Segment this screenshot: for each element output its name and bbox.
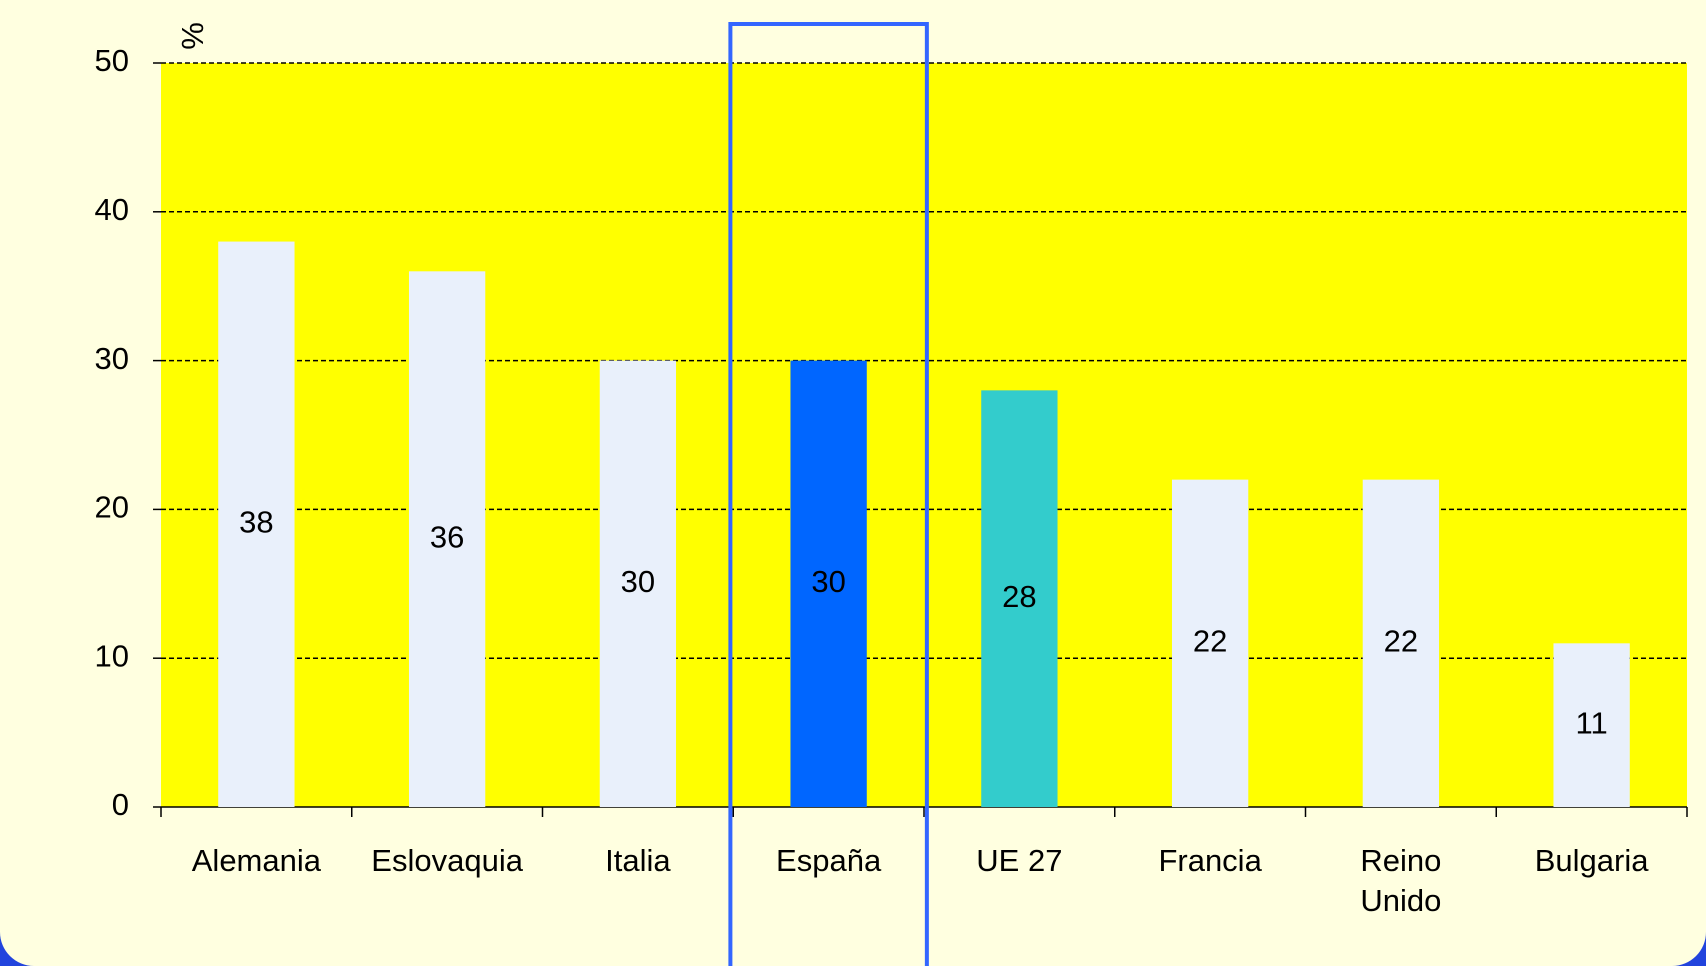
y-tick-label: 40: [95, 192, 129, 227]
value-label: 28: [1002, 579, 1036, 614]
x-tick-label: Italia: [605, 843, 671, 878]
value-label: 22: [1193, 624, 1227, 659]
value-label: 38: [239, 504, 273, 539]
x-tick-label: Bulgaria: [1535, 843, 1649, 878]
x-tick-label: Reino Unido: [1360, 843, 1441, 918]
value-label: 30: [621, 564, 655, 599]
plot-area: [161, 63, 1687, 807]
bar: [790, 360, 867, 807]
y-tick-label: 0: [112, 787, 129, 822]
bar: [218, 241, 295, 807]
bar: [1553, 643, 1630, 807]
x-tick-label: Francia: [1158, 843, 1262, 878]
value-label: 36: [430, 519, 464, 554]
highlight-box: [728, 22, 929, 966]
value-label: 30: [811, 564, 845, 599]
y-tick-label: 10: [95, 638, 129, 673]
bar: [1362, 479, 1440, 807]
y-tick-label: 20: [95, 490, 129, 525]
bar: [981, 390, 1058, 807]
x-tick-label: España: [776, 843, 882, 878]
y-tick-label: 50: [95, 43, 129, 78]
y-axis-label: %: [175, 22, 210, 50]
y-tick-label: 30: [95, 341, 129, 376]
bar: [408, 271, 486, 807]
x-tick-label: UE 27: [976, 843, 1062, 878]
x-tick-label: Alemania: [192, 843, 322, 878]
value-label: 11: [1576, 705, 1608, 740]
x-tick-label: Eslovaquia: [371, 843, 523, 878]
value-label: 22: [1384, 624, 1418, 659]
bar: [599, 360, 677, 807]
bar: [1171, 479, 1249, 807]
